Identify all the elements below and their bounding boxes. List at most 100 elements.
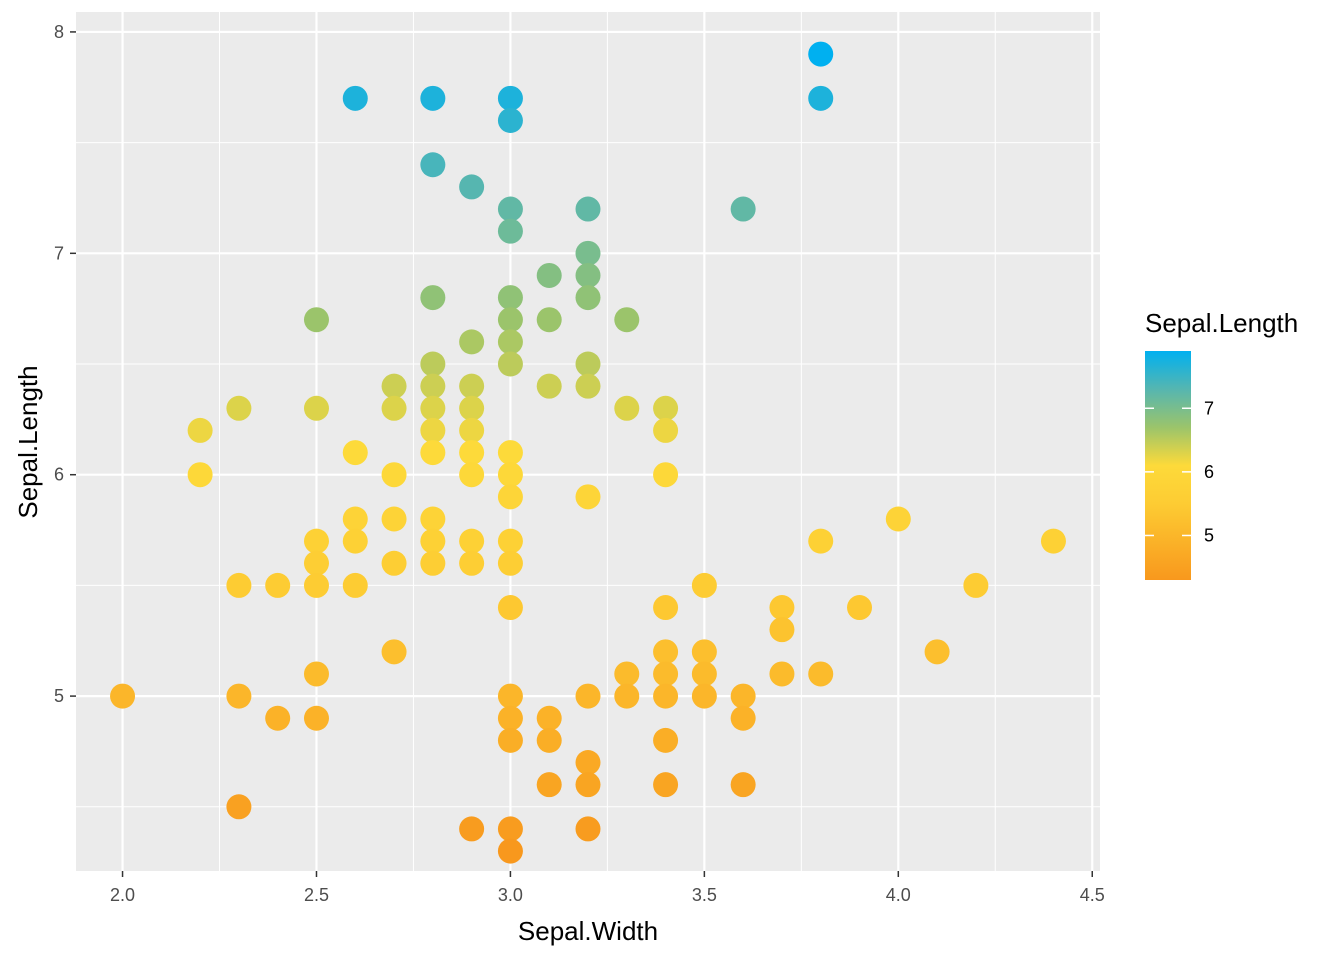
data-point <box>575 285 601 311</box>
data-point <box>536 705 562 731</box>
legend-title: Sepal.Length <box>1145 308 1298 338</box>
data-point <box>653 395 679 421</box>
data-point <box>575 373 601 399</box>
data-point <box>536 307 562 333</box>
data-point <box>614 307 640 333</box>
data-point <box>614 683 640 709</box>
data-point <box>575 262 601 288</box>
data-point <box>575 683 601 709</box>
x-axis: 2.0 2.5 3.0 3.5 4.0 4.5 <box>110 871 1105 905</box>
data-point <box>303 307 329 333</box>
data-point <box>691 683 717 709</box>
x-tick-label: 2.5 <box>304 885 329 905</box>
data-point <box>497 705 523 731</box>
data-point <box>536 772 562 798</box>
data-point <box>459 417 485 443</box>
data-point <box>381 506 407 532</box>
data-point <box>497 595 523 621</box>
y-tick-label: 5 <box>54 686 64 706</box>
data-point <box>808 528 834 554</box>
data-point <box>691 639 717 665</box>
data-point <box>575 351 601 377</box>
data-point <box>497 440 523 466</box>
x-axis-title: Sepal.Width <box>518 916 658 946</box>
data-point <box>459 462 485 488</box>
data-point <box>730 196 756 222</box>
data-point <box>303 550 329 576</box>
data-point <box>497 528 523 554</box>
data-point <box>575 772 601 798</box>
data-point <box>769 617 795 643</box>
data-point <box>110 683 136 709</box>
data-point <box>614 661 640 687</box>
data-point <box>653 595 679 621</box>
data-point <box>497 816 523 842</box>
data-point <box>420 351 446 377</box>
data-point <box>381 639 407 665</box>
data-point <box>187 462 213 488</box>
data-point <box>769 661 795 687</box>
data-point <box>924 639 950 665</box>
data-point <box>691 661 717 687</box>
data-point <box>808 41 834 67</box>
data-point <box>885 506 911 532</box>
data-point <box>653 462 679 488</box>
data-point <box>497 285 523 311</box>
data-point <box>653 727 679 753</box>
data-point <box>575 750 601 776</box>
data-point <box>653 639 679 665</box>
data-point <box>420 528 446 554</box>
data-point <box>497 196 523 222</box>
data-point <box>420 85 446 111</box>
data-point <box>459 550 485 576</box>
data-point <box>459 816 485 842</box>
legend-tick-label: 6 <box>1204 462 1214 482</box>
data-point <box>342 440 368 466</box>
data-point <box>303 572 329 598</box>
data-point <box>497 307 523 333</box>
data-point <box>459 329 485 355</box>
data-point <box>420 373 446 399</box>
data-point <box>342 506 368 532</box>
data-point <box>730 705 756 731</box>
data-point <box>342 85 368 111</box>
data-point <box>730 772 756 798</box>
data-point <box>847 595 873 621</box>
color-legend: Sepal.Length 5 6 7 <box>1145 308 1298 580</box>
data-point <box>420 152 446 178</box>
data-point <box>575 816 601 842</box>
data-point <box>420 395 446 421</box>
data-point <box>497 727 523 753</box>
data-point <box>226 395 252 421</box>
y-axis: 5 6 7 8 <box>54 22 76 706</box>
legend-colorbar <box>1145 351 1191 580</box>
data-point <box>963 572 989 598</box>
x-tick-label: 2.0 <box>110 885 135 905</box>
data-point <box>497 462 523 488</box>
data-point <box>536 262 562 288</box>
data-point <box>265 705 291 731</box>
data-point <box>459 440 485 466</box>
data-point <box>614 395 640 421</box>
data-point <box>303 705 329 731</box>
y-tick-label: 6 <box>54 465 64 485</box>
data-point <box>381 373 407 399</box>
data-point <box>497 550 523 576</box>
y-axis-title: Sepal.Length <box>13 365 43 518</box>
data-point <box>536 727 562 753</box>
data-point <box>691 572 717 598</box>
data-point <box>497 218 523 244</box>
data-point <box>497 107 523 133</box>
data-point <box>303 661 329 687</box>
data-point <box>459 373 485 399</box>
data-point <box>1040 528 1066 554</box>
data-point <box>381 395 407 421</box>
data-point <box>420 440 446 466</box>
y-tick-label: 8 <box>54 22 64 42</box>
data-point <box>575 240 601 266</box>
data-point <box>536 373 562 399</box>
data-point <box>653 417 679 443</box>
data-point <box>459 395 485 421</box>
data-point <box>730 683 756 709</box>
data-point <box>420 285 446 311</box>
